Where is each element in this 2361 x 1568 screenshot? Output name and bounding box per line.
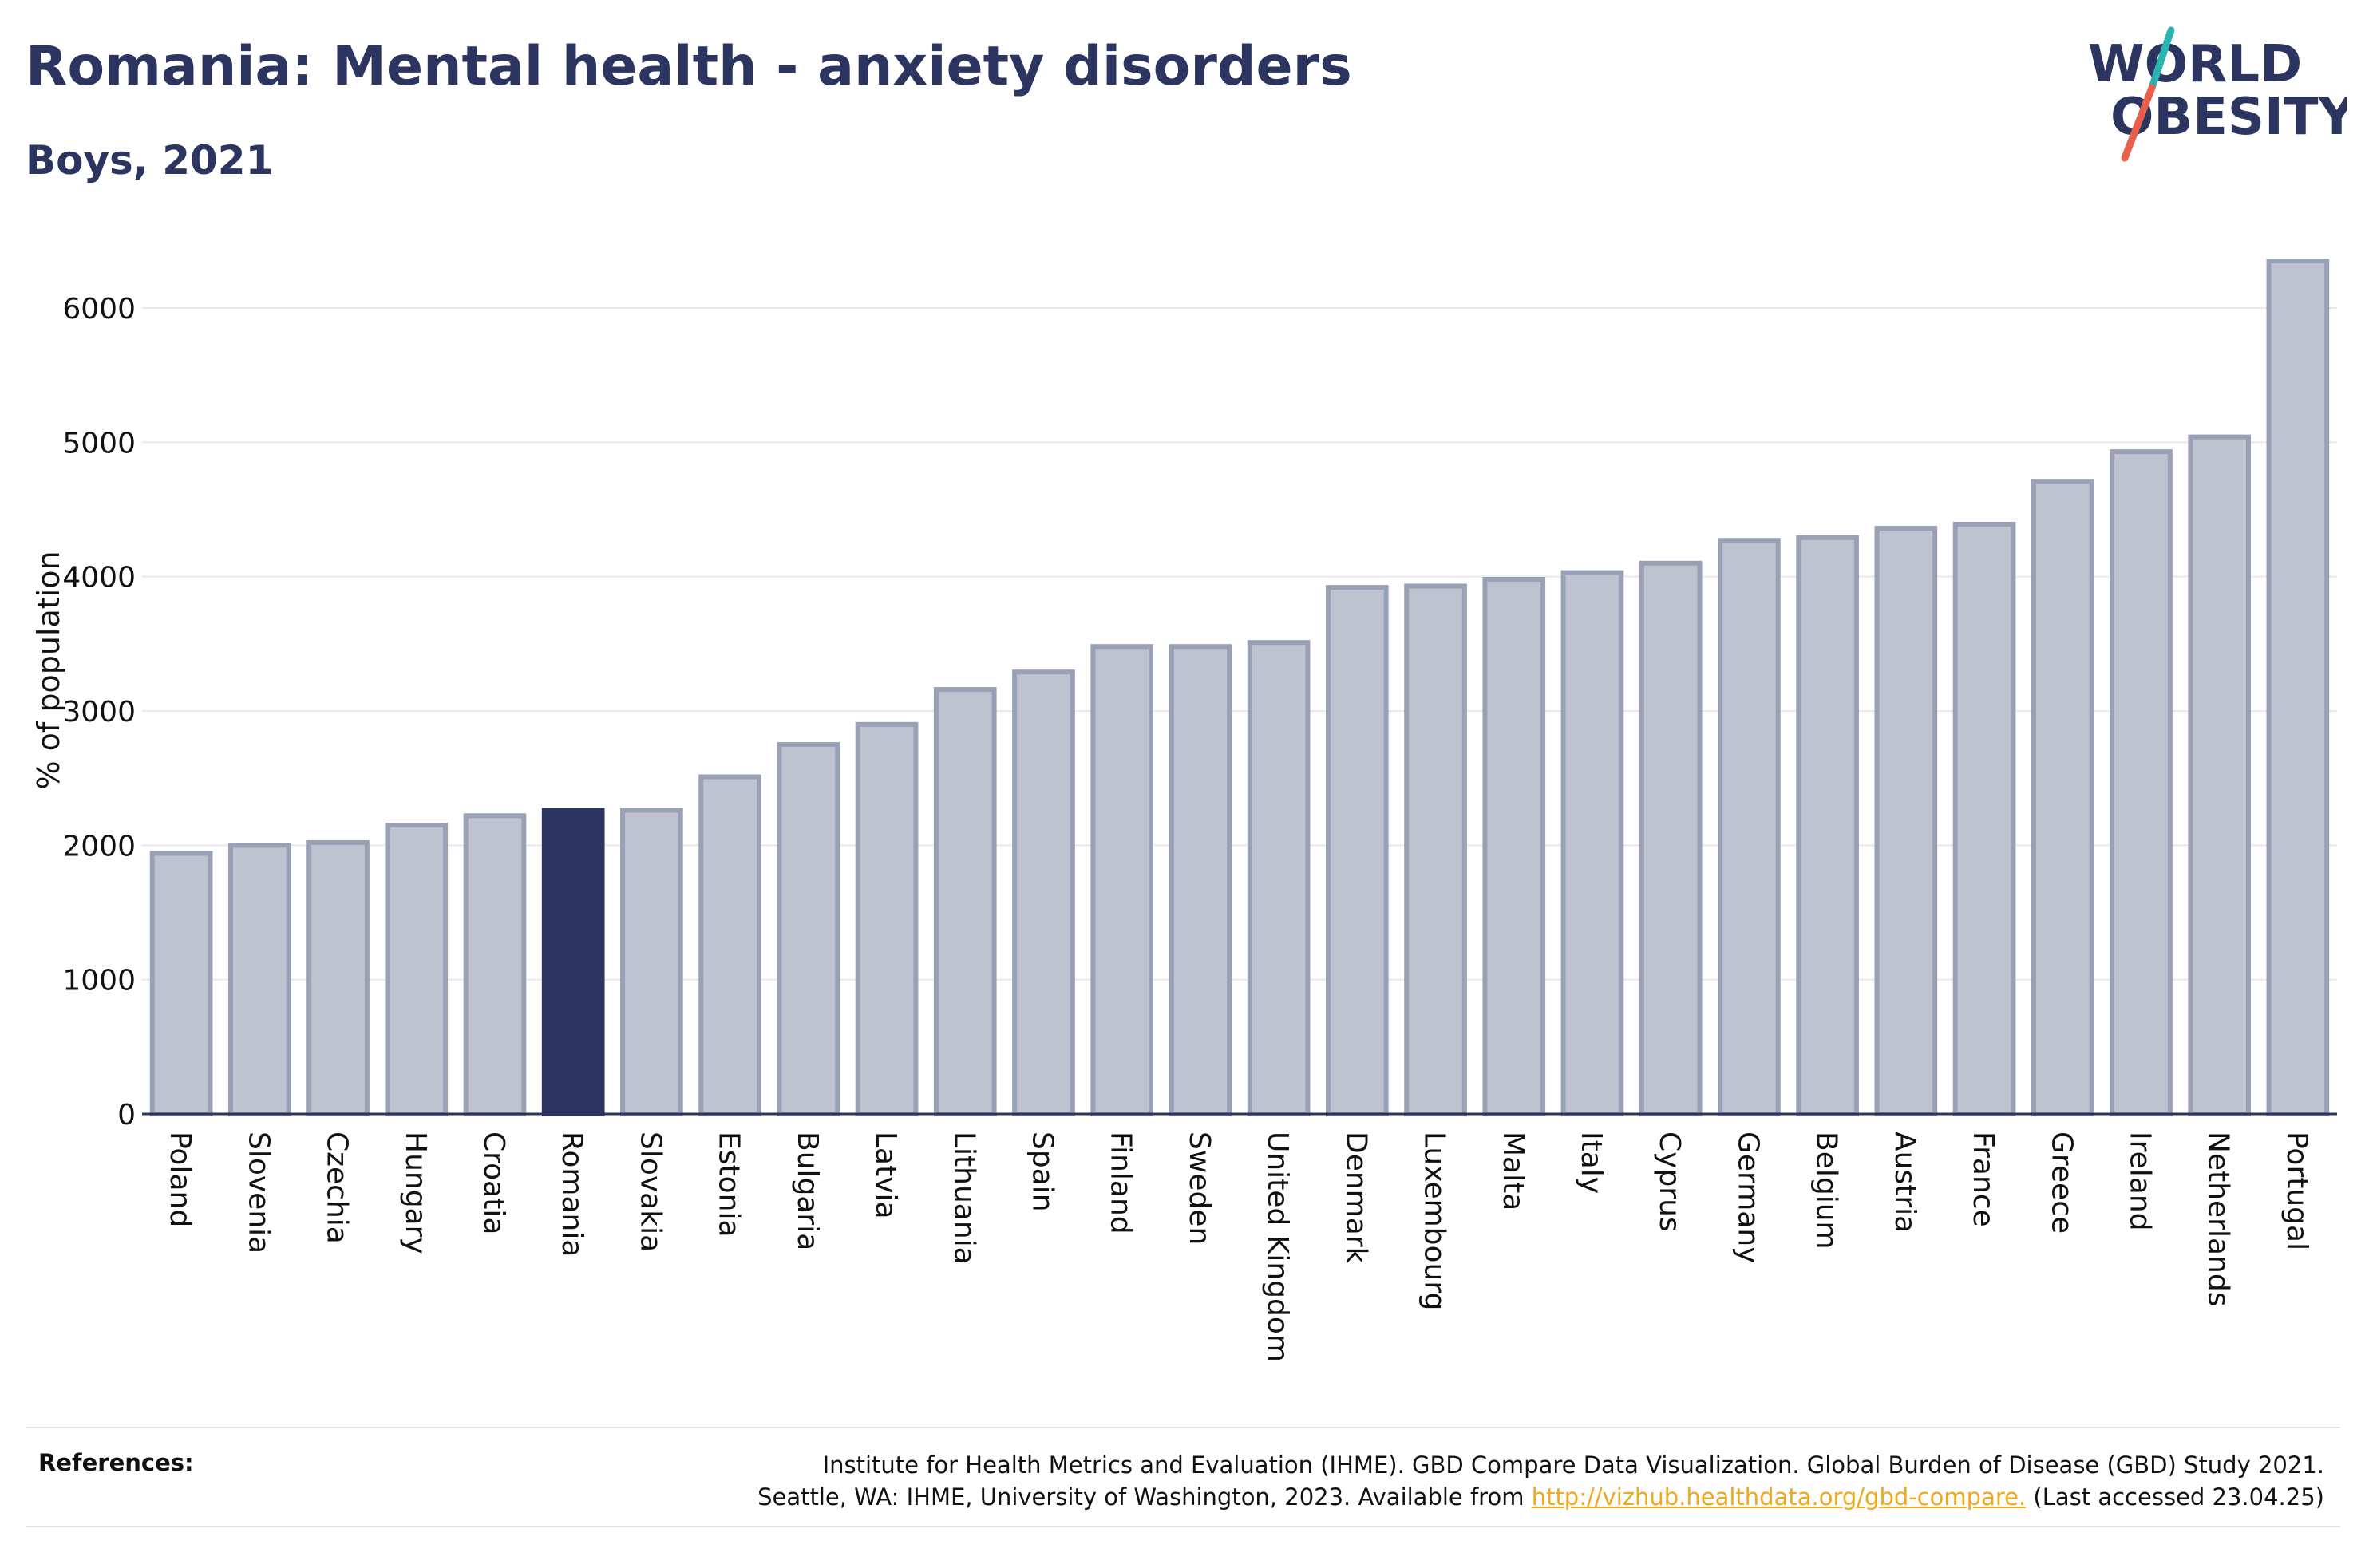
references-line-2-prefix: Seattle, WA: IHME, University of Washing…	[757, 1483, 1532, 1511]
bar-malta[interactable]	[1482, 577, 1546, 1116]
x-tick-label: Sweden	[1183, 1132, 1216, 1245]
references-box: References: Institute for Health Metrics…	[26, 1427, 2340, 1527]
x-tick-label: Slovakia	[634, 1132, 666, 1252]
references-link[interactable]: http://vizhub.healthdata.org/gbd-compare…	[1531, 1483, 2027, 1511]
x-tick-label: Ireland	[2123, 1132, 2156, 1231]
x-tick-label: Spain	[1026, 1132, 1058, 1212]
bar-netherlands[interactable]	[2188, 434, 2252, 1116]
x-tick-label: Croatia	[477, 1132, 510, 1234]
x-tick-label: Hungary	[399, 1132, 432, 1254]
x-tick-label: Italy	[1575, 1132, 1608, 1194]
x-tick-label: Poland	[164, 1132, 196, 1227]
bar-austria[interactable]	[1874, 526, 1938, 1116]
bar-luxembourg[interactable]	[1404, 583, 1467, 1116]
bar-ireland[interactable]	[2110, 449, 2173, 1116]
bar-cyprus[interactable]	[1639, 560, 1703, 1116]
references-text: Institute for Health Metrics and Evaluat…	[757, 1449, 2324, 1513]
bar-finland[interactable]	[1090, 644, 1154, 1116]
y-tick-label: 3000	[62, 696, 136, 729]
bar-latvia[interactable]	[855, 721, 919, 1116]
logo-text-world: WORLD	[2088, 35, 2302, 94]
x-tick-label: Lithuania	[947, 1132, 980, 1265]
y-tick-label: 1000	[62, 965, 136, 997]
bar-spain[interactable]	[1012, 669, 1075, 1116]
bar-poland[interactable]	[149, 851, 213, 1117]
chart-title: Romania: Mental health - anxiety disorde…	[26, 35, 1352, 98]
references-line-2-suffix: (Last accessed 23.04.25)	[2026, 1483, 2324, 1511]
x-tick-label: Czechia	[321, 1132, 354, 1244]
y-axis-ticks: 0 1000 2000 3000 4000 5000 6000	[62, 293, 136, 1132]
x-axis-labels: Poland Slovenia Czechia Hungary Croatia Roman…	[164, 1132, 2313, 1362]
bar-slovakia[interactable]	[620, 808, 683, 1116]
y-tick-label: 6000	[62, 293, 136, 326]
bar-hungary[interactable]	[385, 823, 449, 1117]
bar-denmark[interactable]	[1325, 585, 1389, 1116]
world-obesity-logo: WORLD OBESITY	[2088, 26, 2347, 162]
bar-greece[interactable]	[2031, 479, 2094, 1116]
bar-germany[interactable]	[1718, 538, 1781, 1116]
x-tick-label: United Kingdom	[1261, 1132, 1294, 1362]
y-tick-label: 4000	[62, 562, 136, 594]
bar-sweden[interactable]	[1169, 644, 1232, 1116]
references-line-1: Institute for Health Metrics and Evaluat…	[822, 1451, 2324, 1479]
bar-portugal[interactable]	[2266, 259, 2330, 1116]
bar-romania[interactable]	[541, 808, 605, 1116]
bars	[149, 259, 2330, 1117]
x-tick-label: Belgium	[1810, 1132, 1843, 1250]
x-tick-label: Portugal	[2280, 1132, 2313, 1250]
x-tick-label: France	[1967, 1132, 1999, 1227]
bar-italy[interactable]	[1560, 570, 1624, 1116]
bar-czechia[interactable]	[306, 839, 370, 1116]
x-tick-label: Greece	[2045, 1132, 2078, 1234]
x-tick-label: Estonia	[713, 1132, 745, 1238]
y-tick-label: 2000	[62, 830, 136, 863]
x-tick-label: Cyprus	[1653, 1132, 1686, 1232]
bar-slovenia[interactable]	[227, 843, 291, 1117]
bar-croatia[interactable]	[463, 813, 527, 1116]
x-tick-label: Latvia	[869, 1132, 902, 1219]
x-tick-label: Germany	[1731, 1132, 1764, 1263]
x-tick-label: Denmark	[1339, 1132, 1372, 1264]
x-tick-label: Slovenia	[242, 1132, 275, 1254]
bar-belgium[interactable]	[1796, 535, 1859, 1116]
chart-subtitle: Boys, 2021	[26, 137, 274, 184]
logo-slash-coral	[2121, 84, 2156, 162]
y-tick-label: 5000	[62, 427, 136, 460]
bar-united-kingdom[interactable]	[1247, 640, 1311, 1116]
bar-estonia[interactable]	[698, 774, 761, 1116]
logo-slash-teal	[2148, 26, 2175, 92]
references-line-2: Seattle, WA: IHME, University of Washing…	[757, 1481, 2324, 1513]
bar-lithuania[interactable]	[933, 687, 997, 1116]
x-tick-label: Luxembourg	[1418, 1132, 1451, 1310]
x-tick-label: Netherlands	[2202, 1132, 2235, 1306]
references-label: References:	[38, 1449, 194, 1476]
y-tick-label: 0	[117, 1099, 136, 1132]
y-axis-label: % of population	[31, 551, 66, 789]
x-tick-label: Bulgaria	[791, 1132, 824, 1250]
bar-chart: 0 1000 2000 3000 4000 5000 6000 Poland Slovenia…	[31, 259, 2337, 1362]
x-tick-label: Finland	[1105, 1132, 1137, 1234]
bar-bulgaria[interactable]	[777, 742, 840, 1116]
x-tick-label: Malta	[1497, 1132, 1529, 1211]
x-tick-label: Austria	[1888, 1132, 1921, 1233]
x-tick-label: Romania	[556, 1132, 588, 1257]
bar-france[interactable]	[1952, 522, 2016, 1116]
